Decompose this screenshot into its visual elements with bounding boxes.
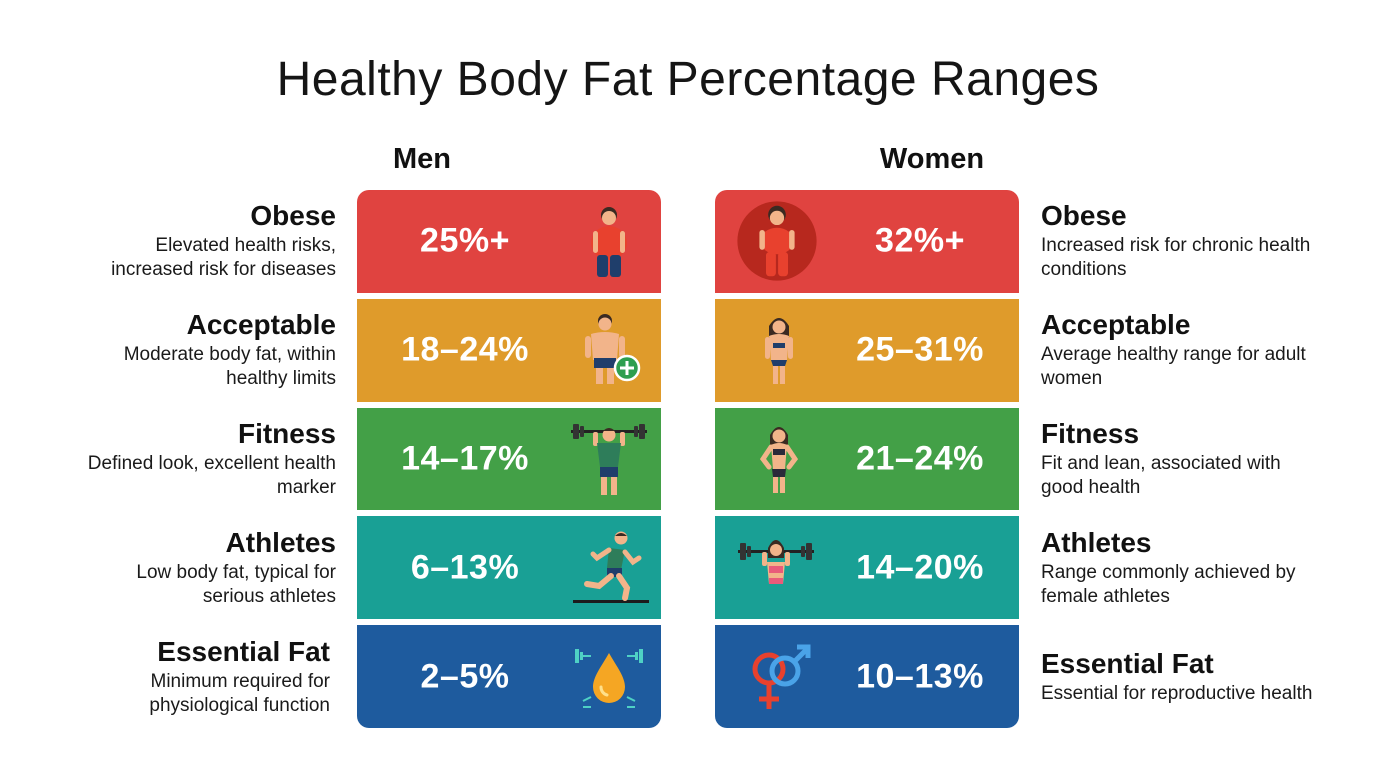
women-label-fitness: Fitness Fit and lean, associated with go…: [1041, 408, 1371, 511]
category-description: Defined look, excellent health marker: [87, 452, 336, 498]
category-name: Fitness: [237, 417, 336, 449]
women-column-heading: Women: [879, 143, 985, 175]
category-description: Range commonly achieved by female athlet…: [1041, 561, 1296, 607]
range-value: 10–13%: [856, 657, 984, 696]
men-label-essential-fat: Essential Fat Minimum required for physi…: [6, 625, 336, 728]
running-man-icon: [573, 531, 649, 603]
category-name: Essential Fat: [1041, 647, 1214, 679]
range-value: 32%+: [875, 221, 965, 260]
women-ranges-panel: 32%+ 25–31% 21–24%: [715, 190, 1019, 728]
women-band-obese: 32%+: [715, 190, 1019, 293]
woman-icon: [765, 318, 793, 385]
men-band-athletes: 6–13%: [357, 516, 661, 620]
range-value: 18–24%: [401, 330, 529, 369]
range-value: 25%+: [420, 221, 510, 260]
category-name: Obese: [250, 200, 336, 232]
category-description: Low body fat, typical for serious athlet…: [136, 561, 336, 607]
range-value: 21–24%: [856, 439, 984, 478]
category-description: Essential for reproductive health: [1041, 682, 1313, 704]
category-description: Fit and lean, associated with good healt…: [1041, 452, 1281, 498]
women-label-essential-fat: Essential Fat Essential for reproductive…: [1041, 625, 1371, 728]
gender-symbols-icon: [752, 644, 811, 709]
women-category-labels: Obese Increased risk for chronic health …: [1041, 190, 1371, 728]
men-band-obese: 25%+: [357, 190, 661, 293]
range-value: 6–13%: [410, 548, 520, 587]
category-description: Moderate body fat, within healthy limits: [123, 344, 336, 390]
category-name: Essential Fat: [157, 635, 330, 667]
men-label-fitness: Fitness Defined look, excellent health m…: [6, 408, 336, 511]
men-ranges-panel: 25%+ 18–24% 14–17%: [357, 190, 661, 728]
page-title: Healthy Body Fat Percentage Ranges: [276, 53, 1100, 106]
men-label-athletes: Athletes Low body fat, typical for serio…: [6, 516, 336, 619]
women-band-athletes: 14–20%: [715, 516, 1019, 620]
category-name: Acceptable: [1041, 309, 1191, 341]
overweight-man-icon: [591, 207, 627, 278]
category-name: Obese: [1041, 200, 1127, 232]
man-with-plus-icon: [585, 314, 641, 385]
overweight-woman-icon: [737, 201, 817, 281]
men-label-acceptable: Acceptable Moderate body fat, within hea…: [6, 299, 336, 402]
category-name: Athletes: [225, 526, 336, 558]
range-value: 25–31%: [856, 330, 984, 369]
range-value: 2–5%: [420, 657, 510, 696]
category-description: Increased risk for chronic health condit…: [1041, 235, 1311, 281]
category-name: Fitness: [1041, 417, 1140, 449]
women-band-acceptable: 25–31%: [715, 298, 1019, 402]
men-band-fitness: 14–17%: [357, 407, 661, 511]
women-label-athletes: Athletes Range commonly achieved by fema…: [1041, 516, 1371, 619]
category-description: Minimum required for physiological funct…: [149, 670, 330, 716]
men-band-acceptable: 18–24%: [357, 298, 661, 402]
men-column-heading: Men: [393, 143, 451, 175]
women-label-acceptable: Acceptable Average healthy range for adu…: [1041, 299, 1371, 402]
range-value: 14–20%: [856, 548, 984, 587]
fat-drop-dumbbell-icon: [575, 648, 643, 708]
range-value: 14–17%: [401, 439, 529, 478]
category-name: Athletes: [1041, 526, 1152, 558]
men-category-labels: Obese Elevated health risks, increased r…: [6, 190, 336, 728]
fit-woman-icon: [759, 426, 799, 493]
category-name: Acceptable: [186, 309, 336, 341]
men-band-essential-fat: 2–5%: [357, 625, 661, 728]
category-description: Elevated health risks, increased risk fo…: [111, 235, 336, 281]
category-description: Average healthy range for adult women: [1041, 344, 1306, 390]
woman-barbell-icon: [738, 539, 814, 584]
women-band-essential-fat: 10–13%: [715, 625, 1019, 728]
women-label-obese: Obese Increased risk for chronic health …: [1041, 190, 1371, 293]
women-band-fitness: 21–24%: [715, 407, 1019, 511]
men-label-obese: Obese Elevated health risks, increased r…: [6, 190, 336, 293]
man-barbell-icon: [571, 423, 647, 495]
